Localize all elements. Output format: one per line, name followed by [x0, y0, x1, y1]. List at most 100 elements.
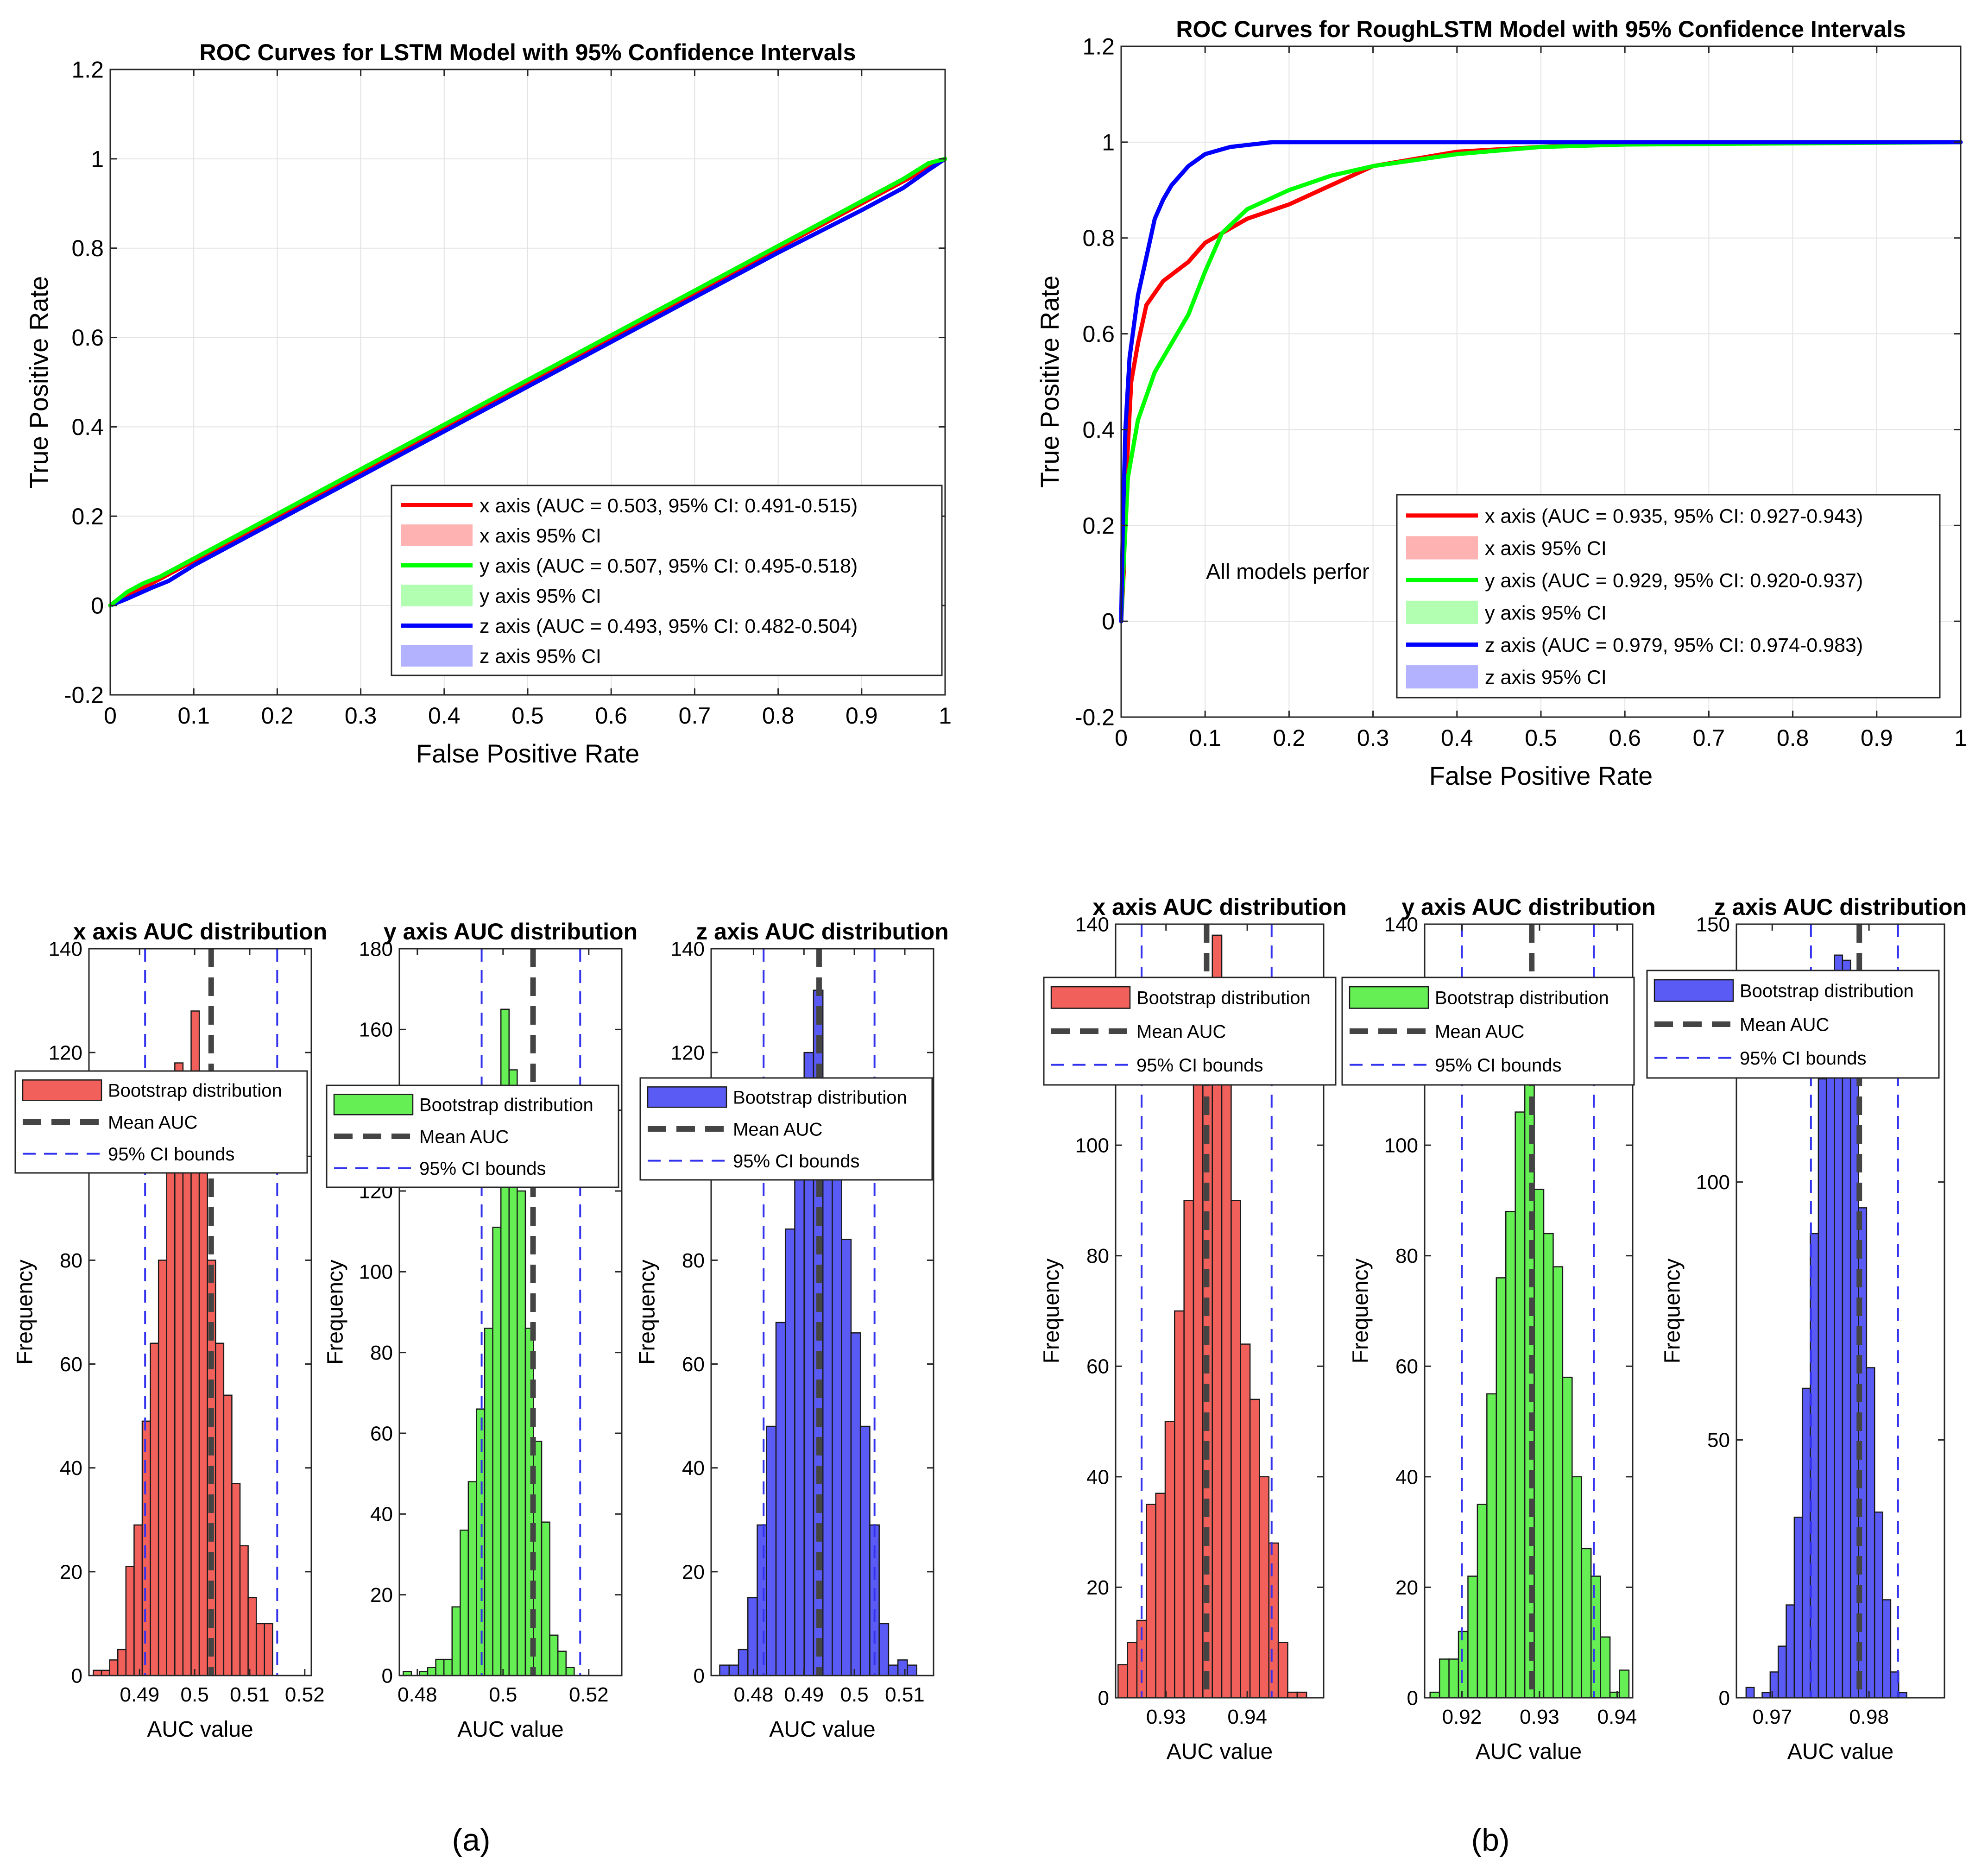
series-line-y-axis [1119, 140, 1963, 624]
histogram-bar [1467, 1575, 1478, 1699]
x-axis-label: AUC value [1787, 1739, 1893, 1764]
y-tick-label: 40 [1395, 1466, 1418, 1488]
y-tick-label: 60 [1395, 1355, 1418, 1378]
histogram-bar [1458, 1631, 1469, 1699]
y-tick-label: 40 [682, 1457, 705, 1480]
legend-label: Mean AUC [108, 1112, 197, 1133]
histogram-bar [231, 1483, 241, 1676]
histogram-bar [1553, 1266, 1564, 1699]
y-tick-label: 0.2 [1082, 513, 1115, 539]
y-tick-label: 0 [71, 1664, 82, 1687]
histogram-bar [775, 1322, 786, 1676]
x-axis-label: AUC value [457, 1717, 563, 1742]
y-axis-label: Frequency [1660, 1259, 1685, 1364]
histogram-bar [1231, 1200, 1242, 1699]
legend-patch-swatch [333, 1094, 414, 1115]
legend-label: Mean AUC [1136, 1021, 1226, 1042]
y-tick-label: 150 [1696, 913, 1730, 936]
y-tick-label: 0.6 [71, 325, 104, 351]
histogram-bar [1249, 1399, 1260, 1699]
y-tick-label: 80 [1086, 1245, 1109, 1267]
series-line-z-axis [1119, 140, 1963, 624]
legend-label: x axis 95% CI [480, 525, 601, 547]
x-tick-label: 0.9 [846, 703, 878, 729]
chart-hist_lstm_y: 0.480.50.52020406080100120140160180y axi… [323, 919, 638, 1742]
histogram-bar [182, 1130, 192, 1676]
chart-title: y axis AUC distribution [1401, 894, 1655, 920]
x-tick-label: 0.52 [569, 1683, 609, 1706]
histogram-bar [1221, 1045, 1232, 1699]
y-tick-label: 0 [1102, 609, 1115, 635]
y-tick-label: 0 [1719, 1687, 1730, 1709]
legend-label: z axis (AUC = 0.979, 95% CI: 0.974-0.983… [1485, 634, 1863, 656]
y-tick-label: 140 [1075, 913, 1109, 936]
axes-box [1115, 923, 1325, 1699]
y-tick-label: 1 [1102, 129, 1115, 155]
histogram-bar [907, 1664, 917, 1676]
histogram-bar [784, 1228, 795, 1676]
legend-label: Bootstrap distribution [108, 1081, 282, 1101]
y-tick-label: 60 [60, 1353, 82, 1376]
legend-label: y axis 95% CI [480, 585, 601, 607]
chart-roc_roughlstm: All models perfor 0 0.1 0.2 0.3 0.4 0.5 0.6 0.7 0… [1035, 16, 1967, 790]
axes-box [1424, 923, 1634, 1699]
histogram-bar [476, 1408, 486, 1676]
y-tick-label: 120 [49, 1042, 82, 1065]
y-tick-label: 0.6 [1082, 321, 1115, 347]
legend-box [1396, 494, 1941, 699]
y-axis-label: Frequency [635, 1260, 660, 1365]
histogram-bar [166, 1156, 176, 1676]
histogram-bar [101, 1670, 110, 1676]
histogram-bar [1448, 1658, 1459, 1699]
x-tick-label: 0.94 [1227, 1706, 1267, 1728]
x-tick-label: 0.48 [398, 1683, 437, 1706]
histogram-bar [1562, 1376, 1573, 1699]
y-tick-label: 100 [1696, 1171, 1730, 1194]
histogram-bar [484, 1328, 493, 1676]
x-tick-label: 0.94 [1597, 1706, 1637, 1728]
legend-label: 95% CI bounds [1435, 1055, 1562, 1076]
y-tick-label: 1.2 [1082, 34, 1115, 60]
panel-label-b: (b) [1471, 1822, 1509, 1858]
x-tick-label: 0.97 [1752, 1706, 1792, 1728]
legend-patch-swatch [22, 1079, 102, 1101]
histogram-bar [125, 1566, 135, 1676]
histogram-bar [1801, 1387, 1811, 1699]
legend-patch-swatch [1050, 986, 1131, 1009]
histogram-bar [150, 1342, 159, 1676]
x-axis-label: False Positive Rate [1429, 761, 1653, 790]
histogram-bar [223, 1394, 233, 1676]
y-tick-label: 40 [370, 1503, 393, 1526]
y-axis-label: True Positive Rate [24, 276, 53, 489]
y-tick-label: -0.2 [64, 682, 104, 708]
x-tick-label: 0.5 [489, 1683, 517, 1706]
axes-box [710, 948, 934, 1676]
legend-patch-swatch [1654, 979, 1734, 1002]
series-line-z-axis [108, 157, 947, 608]
histogram-bar [1534, 1189, 1545, 1699]
histogram-bar [460, 1529, 469, 1676]
histogram-bar [757, 1524, 767, 1676]
legend-label: 95% CI bounds [108, 1144, 235, 1165]
x-tick-label: 0.2 [261, 703, 294, 729]
histogram-bar [1581, 1548, 1592, 1699]
legend-label: y axis (AUC = 0.929, 95% CI: 0.920-0.937… [1485, 570, 1863, 592]
histogram-bar [1874, 1511, 1883, 1699]
histogram-bar [1296, 1691, 1307, 1699]
histogram-bar [1571, 1476, 1583, 1699]
chart-title: ROC Curves for LSTM Model with 95% Confi… [200, 39, 856, 65]
legend-box [391, 485, 943, 676]
panel-label-a: (a) [452, 1822, 490, 1858]
legend-patch-swatch [401, 524, 473, 546]
histogram-bar [239, 1545, 249, 1676]
series-line-y-axis [108, 157, 947, 608]
x-axis-label: AUC value [769, 1717, 875, 1742]
legend-label: 95% CI bounds [1136, 1055, 1263, 1076]
y-tick-label: 20 [60, 1561, 82, 1583]
histogram-bar [1777, 1645, 1787, 1699]
histogram-bar [133, 1524, 143, 1676]
x-tick-label: 0.3 [1357, 725, 1389, 751]
histogram-bar [492, 1227, 502, 1676]
histogram-bar [1477, 1504, 1488, 1699]
histogram-bar [1866, 1367, 1875, 1699]
